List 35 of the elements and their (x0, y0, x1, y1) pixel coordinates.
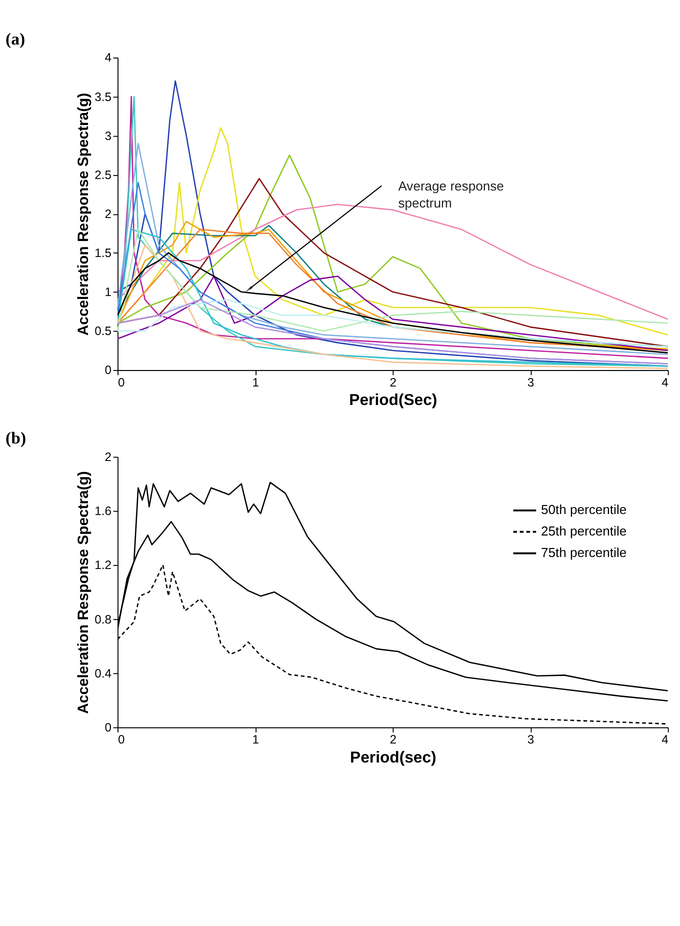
x-tick-label: 1 (252, 732, 260, 747)
x-axis-title: Period(sec) (350, 749, 436, 766)
y-tick-label: 1.2 (94, 558, 112, 572)
y-tick-label: 0 (104, 363, 112, 378)
x-tick-label: 2 (390, 375, 397, 390)
y-tick-label: 0.4 (94, 666, 112, 680)
y-tick-label: 2 (104, 206, 112, 221)
y-tick-label: 3.5 (94, 90, 112, 104)
x-tick-label: 0 (118, 375, 125, 390)
y-axis-title: Acceleration Response Spectra(g) (75, 471, 92, 714)
x-tick-label: 3 (527, 375, 534, 390)
annotation: Average response spectrum (398, 178, 504, 210)
legend-label: 75th percentile (541, 545, 627, 560)
x-tick-label: 4 (662, 732, 669, 747)
y-tick-label: 0.5 (94, 324, 112, 338)
y-tick-label: 0 (104, 720, 112, 734)
chart-title: (b) (6, 428, 26, 448)
y-tick-label: 1.6 (94, 504, 112, 518)
y-tick-label: 1 (104, 285, 112, 300)
x-tick-label: 4 (662, 375, 669, 390)
legend-label: 50th percentile (541, 502, 627, 518)
y-tick-label: 2.5 (94, 168, 112, 182)
y-tick-label: 0.8 (94, 612, 112, 626)
y-axis-title: Acceleration Response Spectra(g) (75, 92, 92, 336)
y-tick-label: 1.5 (94, 246, 112, 260)
x-tick-label: 1 (252, 375, 260, 390)
x-tick-label: 2 (390, 732, 397, 747)
chart-title: (a) (6, 29, 26, 48)
y-tick-label: 3 (104, 128, 112, 143)
x-axis-title: Period(Sec) (349, 392, 438, 409)
y-tick-label: 2 (104, 450, 112, 464)
y-tick-label: 4 (104, 50, 112, 65)
legend-label: 25th percentile (541, 524, 627, 539)
x-tick-label: 0 (118, 732, 125, 747)
x-tick-label: 3 (527, 732, 534, 747)
